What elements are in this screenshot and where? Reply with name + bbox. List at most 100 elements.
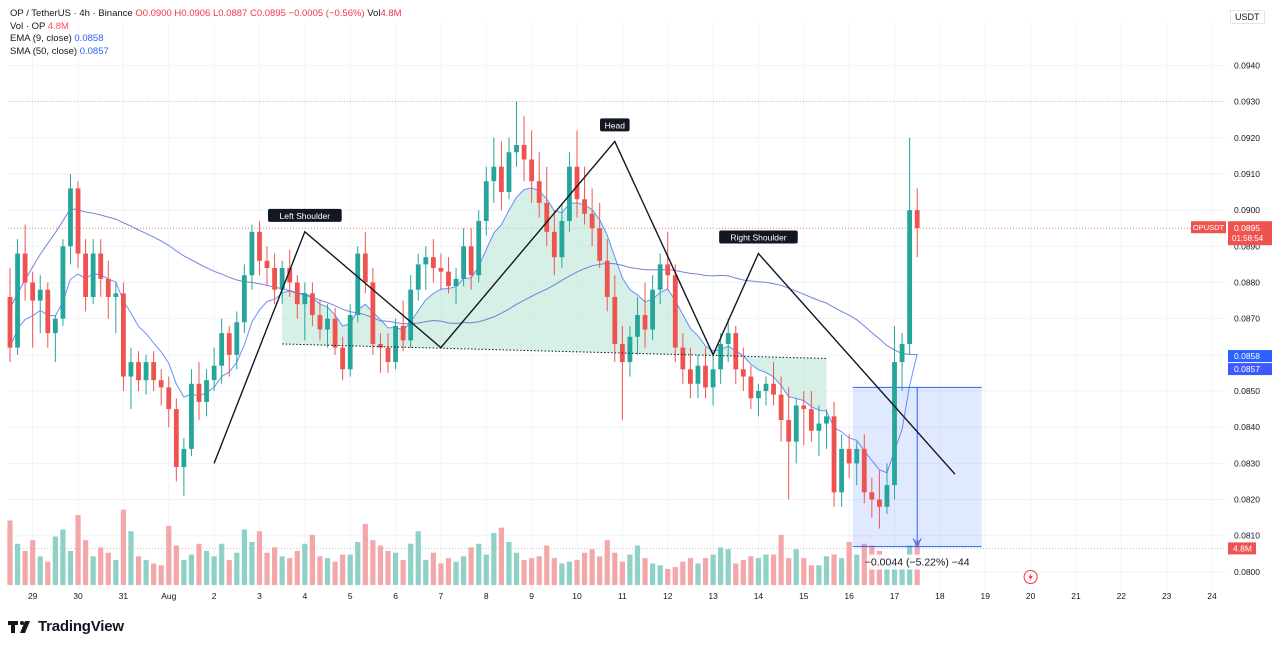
candle-up: [756, 391, 761, 399]
volume-bar: [400, 559, 406, 585]
measure-label-bg: [867, 554, 968, 570]
candle-down: [786, 419, 792, 442]
volume-bar: [287, 558, 293, 585]
candle-down: [468, 246, 474, 276]
tradingview-logo[interactable]: TradingView: [8, 618, 124, 635]
candle-down: [672, 275, 678, 348]
candle-up: [695, 365, 701, 384]
volume-bar: [476, 543, 482, 585]
time-tick-label: 16: [844, 591, 854, 601]
price-tick-label: 0.0810: [1234, 531, 1260, 541]
candle-down: [597, 228, 603, 261]
pattern-label-bg: [719, 230, 798, 244]
candle-down: [529, 159, 535, 182]
volume-bar: [377, 545, 384, 585]
candle-down: [582, 199, 587, 214]
volume-bar: [801, 558, 807, 585]
time-tick-label: 7: [439, 591, 444, 601]
time-tick-label: 2: [212, 591, 217, 601]
candle-down: [30, 282, 36, 301]
sma-row[interactable]: SMA (50, close) 0.0857: [10, 46, 402, 59]
candle-down: [75, 188, 81, 254]
volume-bar: [317, 556, 323, 585]
volume-bar: [37, 556, 43, 585]
price-tick-label: 0.0920: [1234, 133, 1260, 143]
lightning-glyph: [1028, 572, 1033, 582]
candle-up: [90, 253, 96, 297]
price-tick-label: 0.0800: [1234, 567, 1260, 577]
ema-row[interactable]: EMA (9, close) 0.0858: [10, 33, 402, 46]
ema-label: EMA (9, close): [10, 33, 72, 44]
volume-bar: [75, 515, 81, 585]
candle-down: [158, 380, 164, 388]
time-tick-label: 30: [73, 591, 83, 601]
volume-bar: [14, 543, 21, 585]
time-tick-label: 18: [935, 591, 945, 601]
volume-bar: [370, 540, 376, 585]
symbol-label[interactable]: OP / TetherUS · 4h · Binance: [10, 8, 133, 19]
price-axis[interactable]: 0.0800 0.0810 0.0820 0.0830 0.0840 0.0850 0.08…: [1234, 60, 1260, 576]
symbol-tag: OPUSDT: [1193, 223, 1225, 232]
time-tick-label: 9: [529, 591, 534, 601]
time-tick-label: 20: [1026, 591, 1036, 601]
chart-legend: OP / TetherUS · 4h · Binance O0.0900 H0.…: [10, 8, 402, 58]
candle-down: [430, 257, 436, 269]
volume-bar: [362, 524, 368, 585]
volume-bar: [755, 558, 762, 585]
candle-down: [642, 315, 648, 330]
volume-bar: [415, 531, 421, 585]
volume-bar: [702, 558, 709, 585]
volume-bar: [203, 550, 210, 585]
candle-up: [657, 264, 663, 290]
time-axis[interactable]: 29 30 31 Aug 2 3 4 5 6 7 8 9 10 11 12 13 14 15 16 17 18 19 20 2…: [28, 591, 1217, 601]
pattern-label: Head: [605, 120, 626, 130]
candle-down: [438, 268, 444, 272]
volume-bar: [498, 527, 504, 585]
candle-down: [801, 405, 807, 410]
candle-up: [567, 166, 572, 221]
volume-bar: [733, 563, 739, 585]
time-tick-label: 14: [754, 591, 764, 601]
candle-down: [446, 271, 451, 287]
volume-bar: [665, 568, 671, 585]
volume-bar: [634, 545, 641, 585]
volume-bar: [234, 552, 240, 585]
candle-down: [703, 365, 708, 388]
volume-bar: [105, 552, 111, 585]
volume-bar: [309, 534, 315, 585]
volume-bar: [589, 549, 595, 585]
volume-bar: [392, 552, 399, 585]
candle-up: [559, 220, 565, 258]
candle-down: [521, 145, 527, 160]
volume-tag-bg: [1228, 542, 1256, 555]
measurement-box[interactable]: −0.0044 (−5.22%) −44: [852, 386, 982, 570]
currency-button[interactable]: USDT: [1230, 10, 1265, 24]
volume-bar: [899, 565, 905, 585]
candle-down: [98, 253, 104, 279]
candle-up: [68, 188, 73, 247]
volume-bar: [423, 559, 429, 585]
candle-up: [884, 485, 890, 507]
candle-down: [83, 253, 88, 297]
price-tick-label: 0.0850: [1234, 386, 1260, 396]
head-shoulders-pattern[interactable]: Left Shoulder Head Right Shoulder: [213, 118, 956, 475]
candle-down: [362, 253, 368, 283]
volume-bar: [604, 540, 610, 585]
sma-tag-bg: [1228, 363, 1272, 376]
volume-bar: [513, 552, 520, 585]
volume-bar: [211, 556, 217, 585]
candle-up: [408, 289, 414, 341]
candle-down: [831, 416, 837, 493]
candle-up: [211, 365, 217, 381]
candle-up: [839, 448, 844, 493]
price-tick-label: 0.0880: [1234, 277, 1260, 287]
volume-row[interactable]: Vol · OP 4.8M: [10, 21, 402, 34]
candle-up: [476, 220, 482, 276]
price-tick-label: 0.0890: [1234, 241, 1260, 251]
volume-bar: [453, 561, 459, 585]
candle-down: [748, 376, 754, 399]
ohlc-row: OP / TetherUS · 4h · Binance O0.0900 H0.…: [10, 8, 402, 21]
volume-bar: [294, 550, 300, 585]
volume-bar: [657, 565, 663, 585]
